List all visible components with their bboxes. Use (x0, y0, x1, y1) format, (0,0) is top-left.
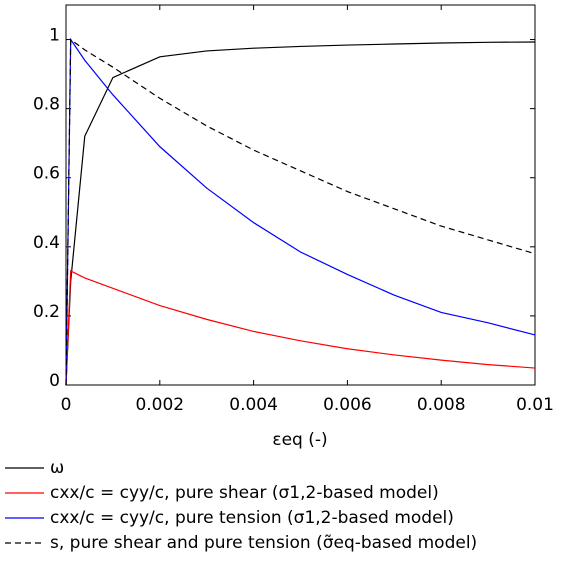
x-tick-label: 0 (61, 395, 72, 415)
y-tick-label: 0.8 (33, 95, 60, 115)
series-line (65, 41, 536, 386)
plot-frame (65, 4, 536, 386)
x-tick-label: 0.008 (417, 395, 466, 415)
legend-label: cxx/c = cyy/c, pure shear (σ1,2-based mo… (50, 483, 439, 503)
y-tick-label: 0.4 (33, 233, 60, 253)
y-tick-label: 0.2 (33, 302, 60, 322)
x-tick-label: 0.002 (135, 395, 184, 415)
series-line (65, 38, 536, 386)
series-line (65, 270, 536, 386)
x-tick-label: 0.004 (229, 395, 278, 415)
y-tick-label: 0 (49, 371, 60, 391)
y-tick-label: 0.6 (33, 164, 60, 184)
x-tick-label: 0.006 (323, 395, 372, 415)
legend-label: s, pure shear and pure tension (σ̃eq-bas… (50, 533, 477, 553)
legend-label: cxx/c = cyy/c, pure tension (σ1,2-based … (50, 508, 454, 528)
x-tick-label: 0.01 (516, 395, 554, 415)
x-axis-label: εeq (-) (272, 430, 327, 450)
y-tick-label: 1 (49, 26, 60, 46)
series-line (65, 37, 536, 386)
legend-label: ω (50, 458, 64, 478)
